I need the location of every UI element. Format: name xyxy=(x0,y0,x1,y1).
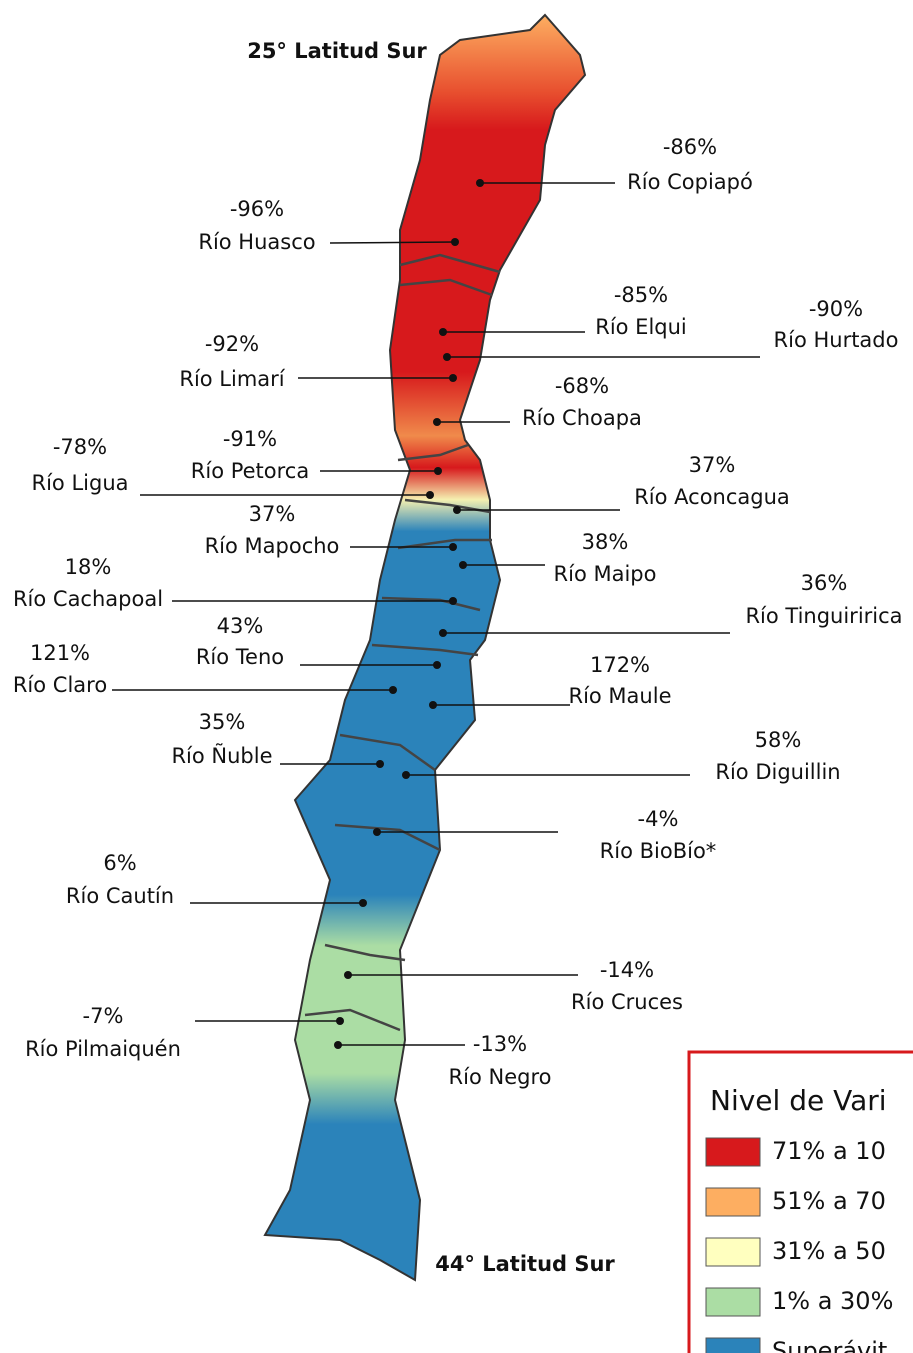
river-percent: -86% xyxy=(663,135,717,159)
river-point xyxy=(344,971,352,979)
river-percent: 43% xyxy=(217,614,264,638)
river-percent: 37% xyxy=(689,453,736,477)
river-name: Río Petorca xyxy=(191,459,309,483)
river-point xyxy=(433,661,441,669)
river-percent: -85% xyxy=(614,283,668,307)
river-point xyxy=(443,353,451,361)
river-name: Río BioBío* xyxy=(600,839,717,863)
river-point xyxy=(426,491,434,499)
river-point xyxy=(389,686,397,694)
river-name: Río Hurtado xyxy=(774,328,899,352)
legend-swatch xyxy=(705,1337,761,1353)
river-point xyxy=(373,828,381,836)
river-point xyxy=(449,597,457,605)
legend-label: 51% a 70 xyxy=(772,1187,886,1215)
river-name: Río Copiapó xyxy=(627,170,753,194)
river-name: Río Diguillin xyxy=(715,760,840,784)
legend-title: Nivel de Vari xyxy=(710,1084,887,1117)
river-point xyxy=(439,629,447,637)
leader-line xyxy=(329,241,456,244)
river-name: Río Limarí xyxy=(179,367,285,391)
legend-swatch xyxy=(705,1287,761,1317)
river-percent: 58% xyxy=(755,728,802,752)
river-labels: -86% Río Copiapó -96% Río Huasco -85% Río Elq… xyxy=(13,135,903,1089)
river-name: Río Maipo xyxy=(554,562,657,586)
river-percent: -92% xyxy=(205,332,259,356)
river-name: Río Huasco xyxy=(198,230,315,254)
legend-swatch xyxy=(705,1237,761,1267)
river-point xyxy=(334,1041,342,1049)
river-percent: 121% xyxy=(30,641,90,665)
river-name: Río Ligua xyxy=(32,471,129,495)
river-name: Río Tinguiririca xyxy=(745,604,902,628)
river-point xyxy=(336,1017,344,1025)
river-name: Río Aconcagua xyxy=(634,485,790,509)
river-percent: 18% xyxy=(65,555,112,579)
river-percent: 6% xyxy=(103,851,136,875)
river-percent: -90% xyxy=(809,297,863,321)
river-point xyxy=(476,179,484,187)
river-percent: 37% xyxy=(249,502,296,526)
river-percent: 36% xyxy=(801,571,848,595)
legend-label: Superávit xyxy=(772,1337,887,1353)
north-label: 25° Latitud Sur xyxy=(247,39,427,63)
river-name: Río Cachapoal xyxy=(13,587,163,611)
river-name: Río Teno xyxy=(196,645,284,669)
river-percent: 38% xyxy=(582,530,629,554)
south-label: 44° Latitud Sur xyxy=(435,1252,615,1276)
legend-label: 71% a 10 xyxy=(772,1137,886,1165)
river-point xyxy=(451,238,459,246)
legend-swatch xyxy=(705,1137,761,1167)
river-point xyxy=(429,701,437,709)
legend-label: 1% a 30% xyxy=(772,1287,893,1315)
river-name: Río Mapocho xyxy=(205,534,340,558)
river-percent: 172% xyxy=(590,653,650,677)
legend-label: 31% a 50 xyxy=(772,1237,886,1265)
river-percent: -68% xyxy=(555,374,609,398)
river-point xyxy=(459,561,467,569)
river-name: Río Elqui xyxy=(595,315,687,339)
river-name: Río Cruces xyxy=(571,990,683,1014)
river-percent: 35% xyxy=(199,710,246,734)
river-point xyxy=(434,467,442,475)
river-percent: -4% xyxy=(638,807,679,831)
river-point xyxy=(433,418,441,426)
river-name: Río Ñuble xyxy=(171,742,272,768)
river-percent: -78% xyxy=(53,435,107,459)
country-shape xyxy=(263,13,587,1282)
river-name: Río Claro xyxy=(13,673,107,697)
legend-swatch xyxy=(705,1187,761,1217)
river-point xyxy=(449,374,457,382)
legend: Nivel de Vari 71% a 10 51% a 70 31% a 50 1%… xyxy=(687,1050,913,1353)
river-name: Río Choapa xyxy=(522,406,642,430)
river-percent: -13% xyxy=(473,1032,527,1056)
river-percent: -96% xyxy=(230,197,284,221)
river-name: Río Pilmaiquén xyxy=(25,1037,181,1061)
river-point xyxy=(449,543,457,551)
river-percent: -14% xyxy=(600,958,654,982)
river-point xyxy=(359,899,367,907)
river-percent: -91% xyxy=(223,427,277,451)
river-name: Río Maule xyxy=(568,684,671,708)
river-name: Río Cautín xyxy=(66,884,174,908)
region-borders xyxy=(304,253,501,1032)
river-point xyxy=(439,328,447,336)
river-percent: -7% xyxy=(83,1004,124,1028)
river-name: Río Negro xyxy=(449,1065,552,1089)
river-point xyxy=(402,771,410,779)
river-point xyxy=(453,506,461,514)
river-point xyxy=(376,760,384,768)
